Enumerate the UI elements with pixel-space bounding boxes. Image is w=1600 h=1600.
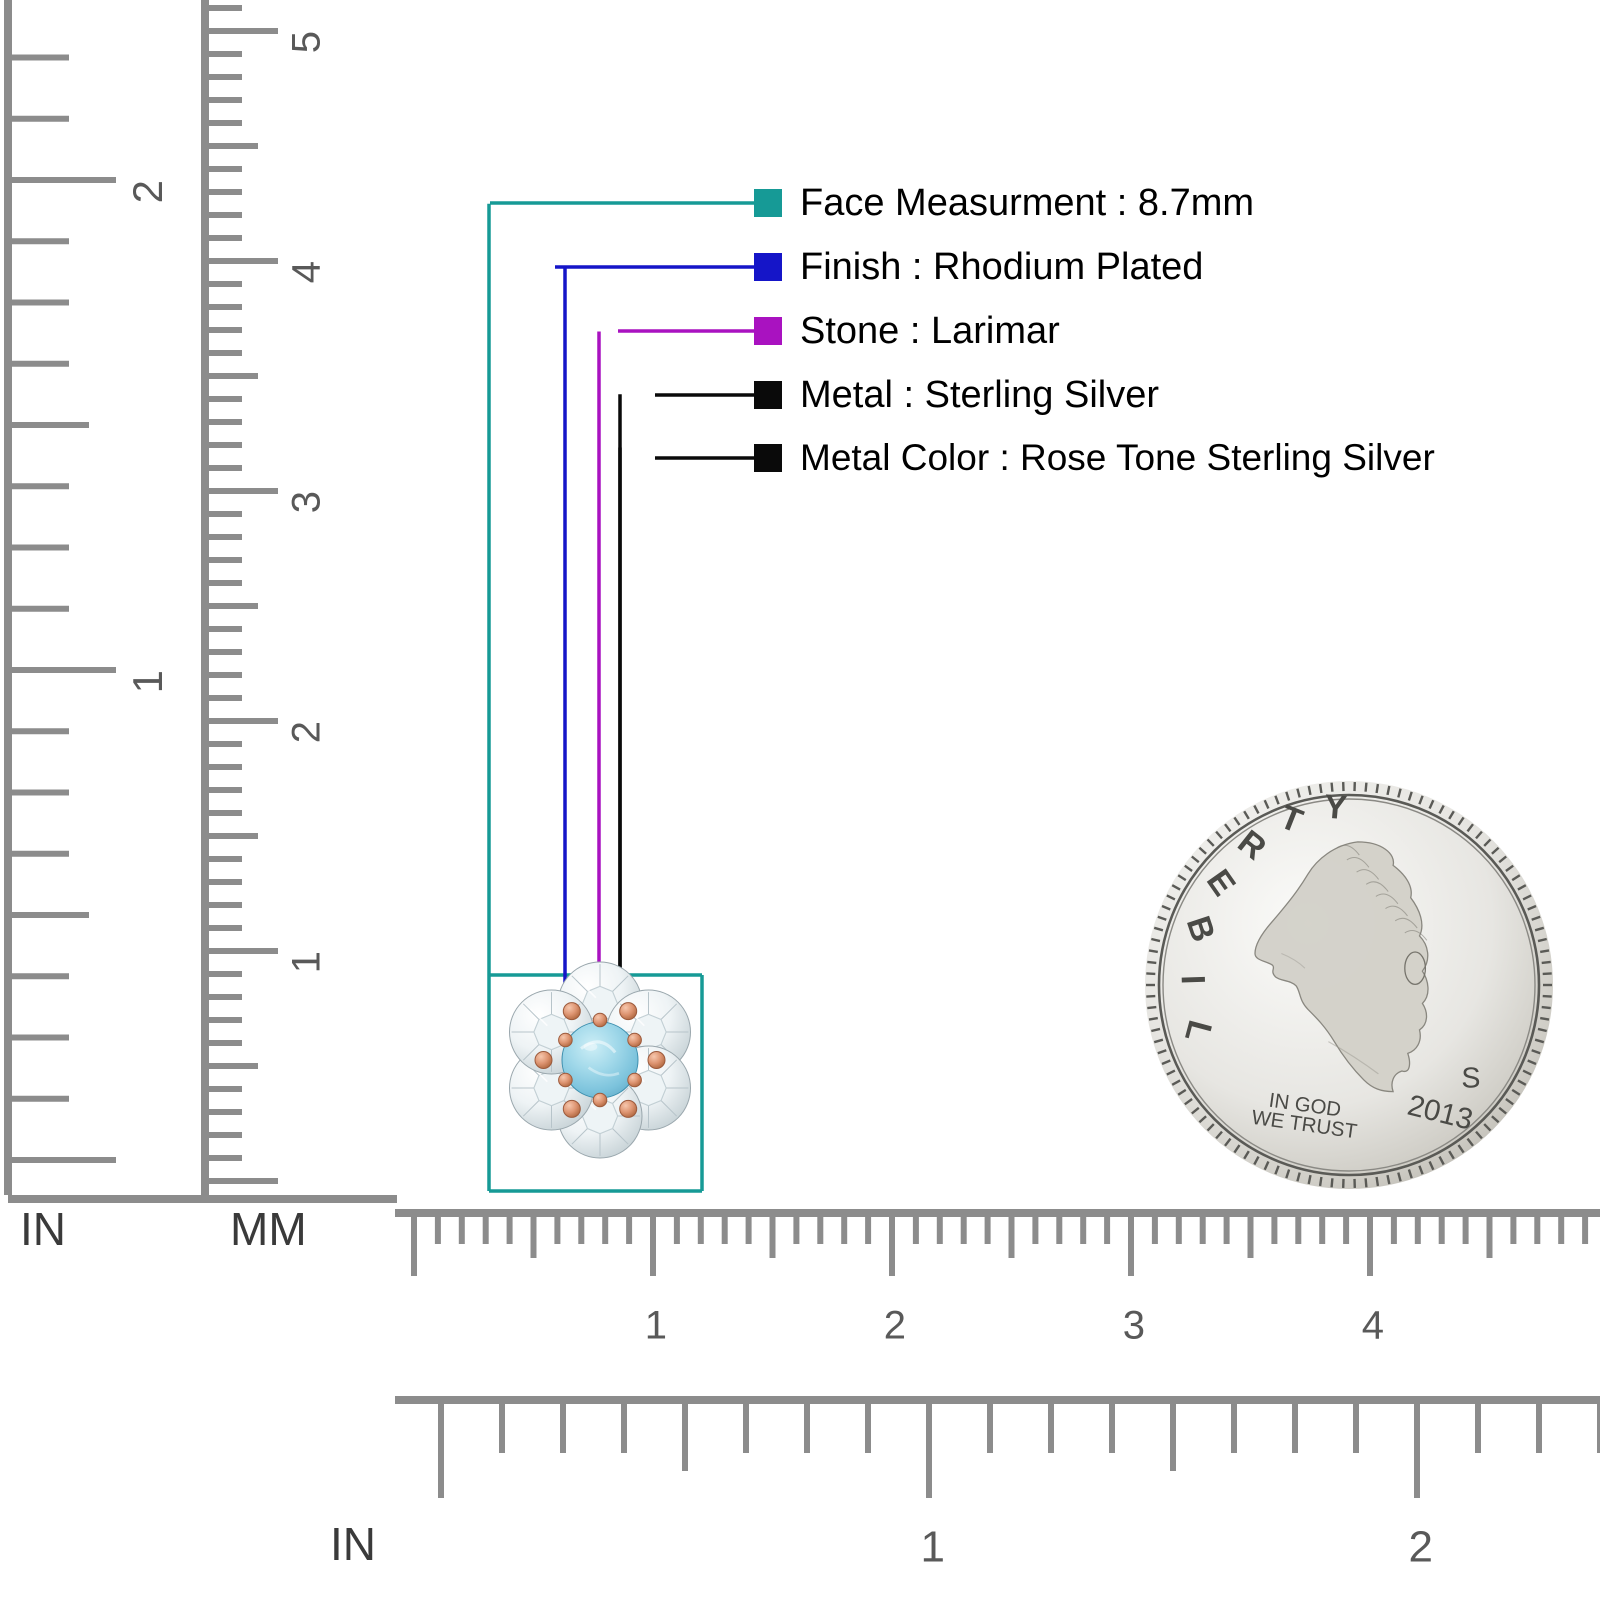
svg-text:Metal Color : Rose Tone Sterli: Metal Color : Rose Tone Sterling Silver xyxy=(800,437,1435,478)
svg-text:3: 3 xyxy=(285,491,329,513)
svg-text:Face Measurment : 8.7mm: Face Measurment : 8.7mm xyxy=(800,182,1254,224)
svg-text:3: 3 xyxy=(1123,1304,1145,1348)
svg-text:1: 1 xyxy=(124,670,171,693)
svg-text:2: 2 xyxy=(285,721,329,743)
svg-text:MM: MM xyxy=(230,1203,307,1255)
svg-text:2: 2 xyxy=(884,1304,906,1348)
svg-text:4: 4 xyxy=(285,261,329,283)
svg-text:4: 4 xyxy=(1362,1304,1384,1348)
svg-text:5: 5 xyxy=(285,31,329,53)
svg-text:Metal : Sterling Silver: Metal : Sterling Silver xyxy=(800,374,1159,416)
svg-text:Stone : Larimar: Stone : Larimar xyxy=(800,310,1060,352)
svg-text:IN: IN xyxy=(330,1518,376,1570)
svg-text:IN: IN xyxy=(20,1203,66,1255)
svg-text:1: 1 xyxy=(921,1523,945,1572)
svg-text:1: 1 xyxy=(645,1304,667,1348)
svg-text:2: 2 xyxy=(124,180,171,203)
svg-text:Finish : Rhodium Plated: Finish : Rhodium Plated xyxy=(800,246,1203,288)
svg-text:I: I xyxy=(1174,975,1211,985)
svg-text:S: S xyxy=(1461,1062,1480,1094)
svg-text:Y: Y xyxy=(1323,789,1349,828)
svg-text:2: 2 xyxy=(1409,1523,1433,1572)
svg-text:1: 1 xyxy=(285,951,329,973)
